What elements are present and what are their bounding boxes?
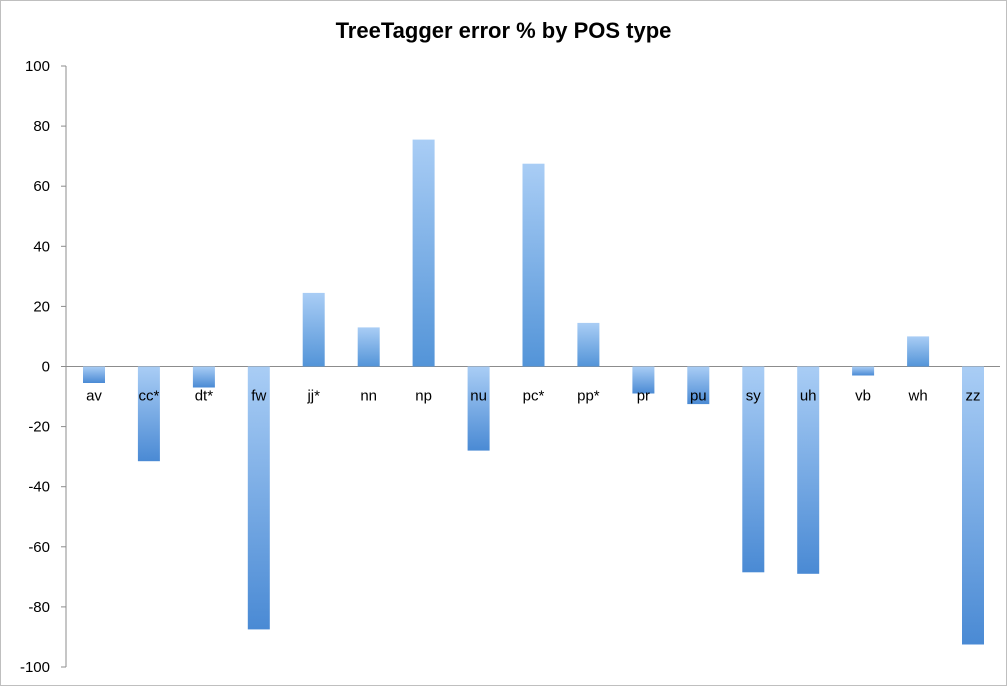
- y-tick-label: 40: [33, 238, 50, 255]
- category-label: dt*: [195, 388, 214, 405]
- bar-jj-star: [302, 292, 325, 367]
- y-tick-label: -40: [28, 479, 50, 496]
- category-label: pp*: [577, 388, 600, 405]
- bar-pr: [632, 366, 655, 394]
- y-tick-label: -60: [28, 539, 50, 556]
- category-label: pu: [690, 388, 707, 405]
- category-label: nn: [360, 388, 377, 405]
- chart-title: TreeTagger error % by POS type: [335, 18, 672, 43]
- category-label: uh: [800, 388, 817, 405]
- bar-dt-star: [192, 366, 215, 388]
- y-tick-label: -80: [28, 599, 50, 616]
- bar-vb: [852, 366, 875, 376]
- category-label: av: [86, 388, 102, 405]
- y-tick-label: 100: [25, 58, 50, 75]
- y-tick-label: -100: [20, 659, 50, 676]
- bar-uh: [797, 366, 820, 574]
- bar-pu: [687, 366, 710, 405]
- category-label: wh: [908, 388, 928, 405]
- category-label: cc*: [138, 388, 159, 405]
- bar-pp-star: [577, 322, 600, 367]
- bars: [83, 139, 984, 645]
- y-tick-label: 0: [42, 359, 50, 376]
- bar-sy: [742, 366, 765, 573]
- y-tick-label: 80: [33, 118, 50, 135]
- y-tick-label: 60: [33, 178, 50, 195]
- category-label: fw: [251, 388, 266, 405]
- category-label: sy: [746, 388, 762, 405]
- bar-nu: [467, 366, 490, 451]
- bar-nn: [357, 327, 380, 367]
- y-tick-label: -20: [28, 419, 50, 436]
- labels: 100 80 60 40 20 0 -20 -40 -60 -80 -100 av cc* dt* fw jj…: [20, 58, 981, 676]
- category-label: zz: [966, 388, 981, 405]
- bar-wh: [907, 336, 930, 367]
- bar-zz: [962, 366, 984, 645]
- category-label: np: [415, 388, 432, 405]
- bar-cc-star: [137, 366, 160, 462]
- category-label: jj*: [306, 388, 320, 405]
- bar-fw: [247, 366, 270, 630]
- category-label: pr: [637, 388, 650, 405]
- category-label: vb: [855, 388, 871, 405]
- bar-np: [412, 139, 435, 367]
- bar-pc-star: [522, 163, 545, 367]
- y-tick-label: 20: [33, 298, 50, 315]
- category-label: nu: [470, 388, 487, 405]
- bar-av: [83, 366, 105, 383]
- category-label: pc*: [523, 388, 545, 405]
